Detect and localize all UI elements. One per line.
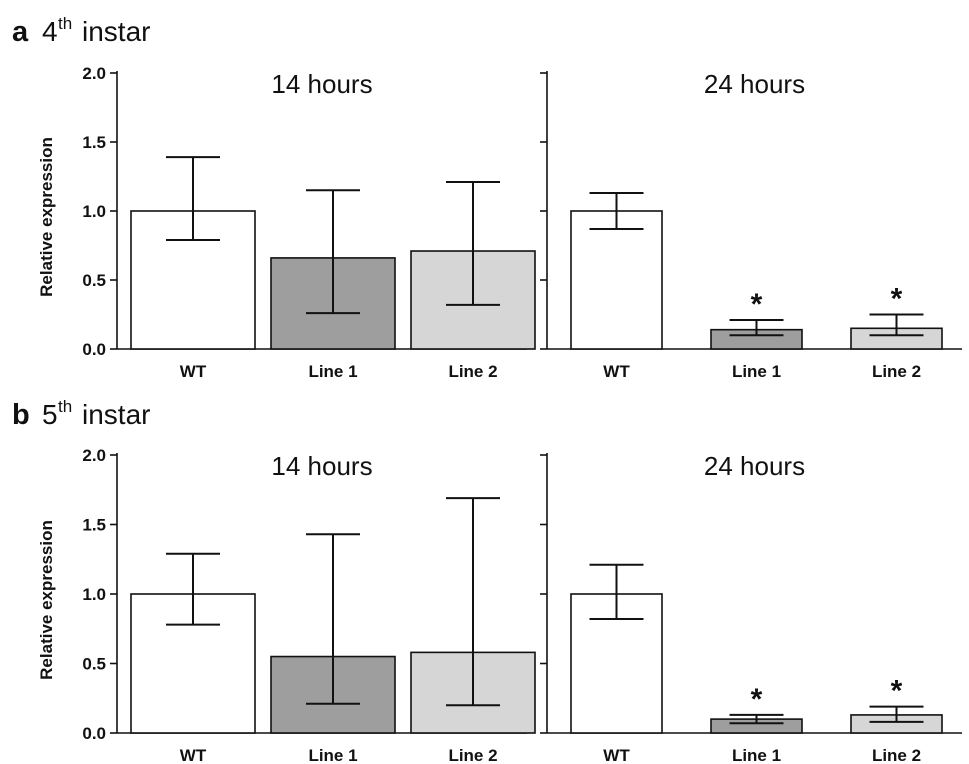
significance-marker: *	[751, 288, 763, 321]
x-tick-label: Line 1	[308, 746, 357, 764]
x-tick-label: Line 1	[308, 362, 357, 381]
y-tick-label: 0.0	[82, 724, 106, 743]
subplot-title: 24 hours	[704, 451, 805, 481]
subplot-b-24h: 24 hours WT Line 1 * Line 2 *	[540, 451, 962, 764]
significance-marker: *	[751, 683, 763, 716]
y-tick-label: 0.5	[82, 271, 106, 290]
panel-title-number: 4	[42, 16, 58, 47]
y-tick-label: 2.0	[82, 446, 106, 465]
y-tick-label: 0.5	[82, 655, 106, 674]
x-tick-label: Line 1	[732, 746, 781, 764]
x-tick-label: Line 1	[732, 362, 781, 381]
bar-wt	[570, 210, 663, 350]
significance-marker: *	[891, 675, 903, 708]
y-tick-label: 1.0	[82, 585, 106, 604]
significance-marker: *	[891, 283, 903, 316]
y-axis-label: Relative expression	[37, 520, 56, 680]
subplot-b-14h: 14 hours 0.0 0.5 1.0 1.5 2.0 Relative expressi…	[37, 446, 536, 764]
panel-title-number: 5	[42, 399, 58, 430]
y-tick-label: 0.0	[82, 340, 106, 359]
x-tick-label: WT	[180, 746, 207, 764]
x-tick-label: Line 2	[872, 362, 921, 381]
subplot-title: 14 hours	[271, 451, 372, 481]
panel-title-text: instar	[82, 399, 150, 430]
subplot-a-14h: 14 hours 0.0 0.5 1.0 1.5 2.0 Relative expressi…	[37, 64, 536, 381]
x-tick-label: WT	[603, 746, 630, 764]
panel-letter: a	[12, 16, 29, 48]
y-tick-label: 2.0	[82, 64, 106, 83]
x-tick-label: Line 2	[872, 746, 921, 764]
subplot-title: 24 hours	[704, 69, 805, 99]
panel-letter: b	[12, 399, 30, 431]
subplot-title: 14 hours	[271, 69, 372, 99]
y-axis-label: Relative expression	[37, 137, 56, 297]
x-tick-label: Line 2	[448, 362, 497, 381]
panel-title-superscript: th	[58, 397, 72, 416]
panel-title-text: instar	[82, 16, 150, 47]
y-tick-label: 1.0	[82, 202, 106, 221]
y-tick-label: 1.5	[82, 516, 106, 535]
panel-title-superscript: th	[58, 14, 72, 33]
x-tick-label: WT	[603, 362, 630, 381]
subplot-a-24h: 24 hours WT Line 1 * Line 2 *	[540, 69, 962, 381]
x-tick-label: WT	[180, 362, 207, 381]
x-tick-label: Line 2	[448, 746, 497, 764]
y-tick-label: 1.5	[82, 133, 106, 152]
